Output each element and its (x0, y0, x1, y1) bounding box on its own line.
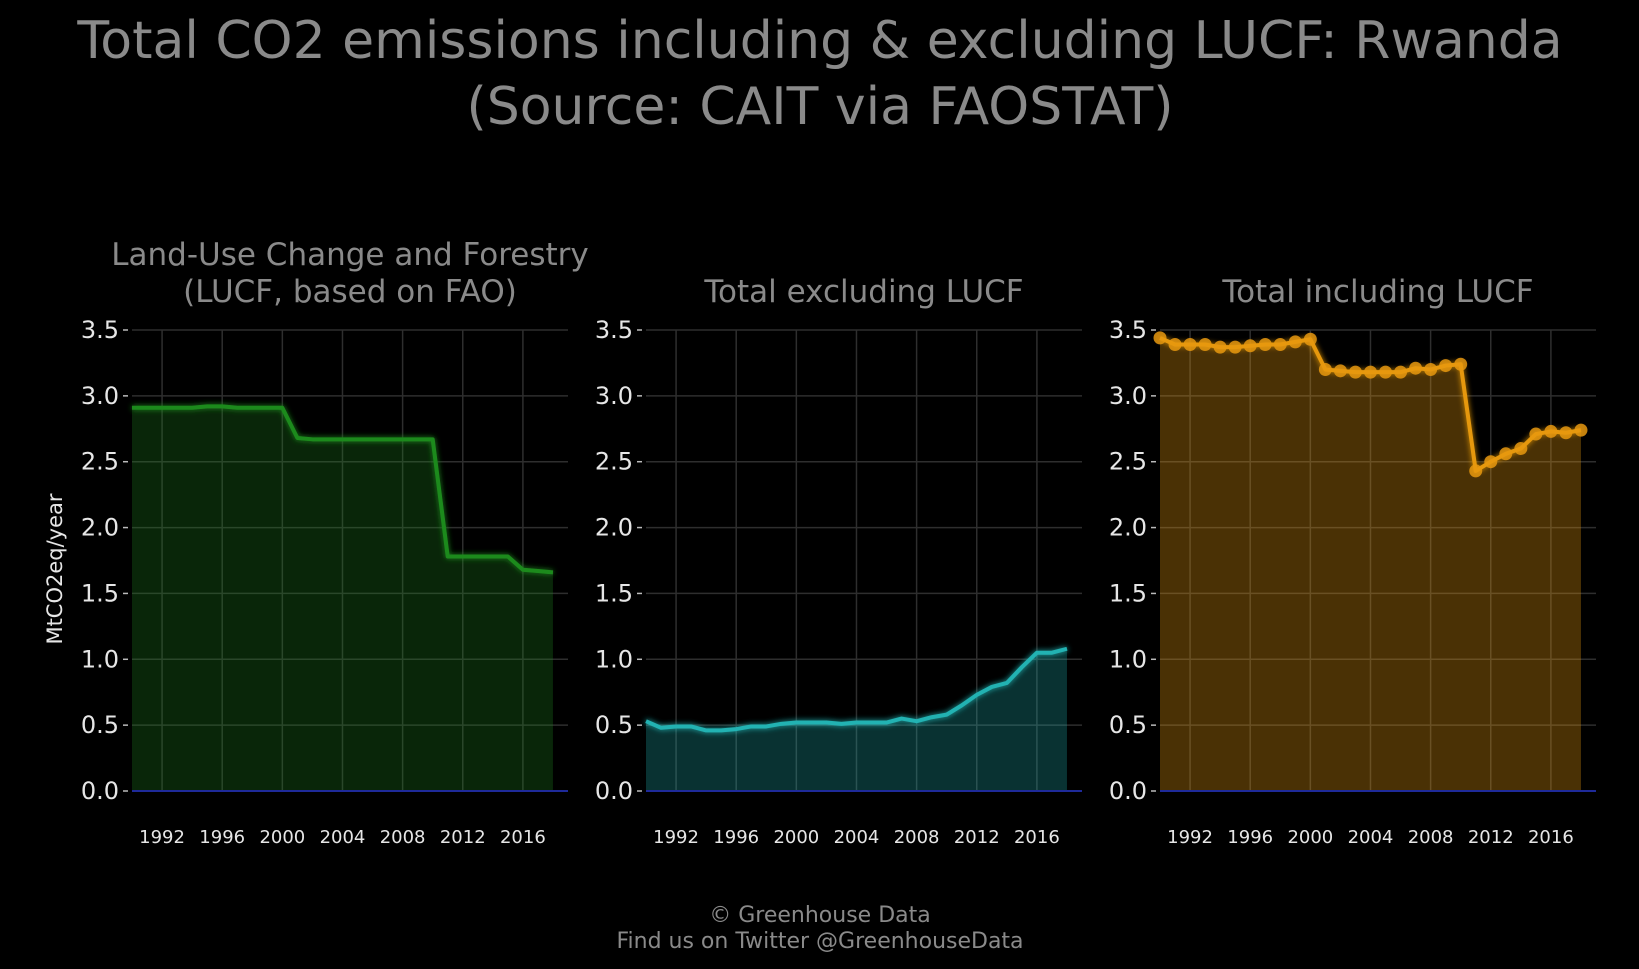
panel-title-line: Total excluding LUCF (703, 274, 1023, 310)
x-tick-label: 2008 (1408, 827, 1454, 848)
panel-lucf: Land-Use Change and Forestry(LUCF, based… (81, 237, 589, 848)
y-tick-label: 1.0 (595, 645, 633, 673)
data-point (1544, 424, 1558, 438)
y-tick-label: 0.5 (595, 711, 633, 739)
x-tick-label: 2012 (954, 827, 1000, 848)
x-tick-label: 1992 (139, 827, 185, 848)
x-tick-label: 2016 (1528, 827, 1574, 848)
y-tick-label: 2.0 (595, 514, 633, 542)
chart-title-line2: (Source: CAIT via FAOSTAT) (466, 77, 1173, 137)
x-tick-label: 2004 (320, 827, 366, 848)
data-point (1484, 455, 1498, 469)
x-tick-label: 2000 (773, 827, 819, 848)
x-tick-label: 2000 (1287, 827, 1333, 848)
data-point (1379, 365, 1393, 379)
y-tick-label: 0.5 (1109, 711, 1147, 739)
data-point (1288, 335, 1302, 349)
y-tick-label: 2.5 (81, 448, 119, 476)
data-point (1258, 337, 1272, 351)
y-tick-label: 3.5 (595, 316, 633, 344)
chart-title-line1: Total CO2 emissions including & excludin… (76, 11, 1562, 71)
data-point (1529, 427, 1543, 441)
data-point (1213, 340, 1227, 354)
panel-title-line: (LUCF, based on FAO) (183, 274, 517, 310)
y-tick-label: 0.0 (81, 777, 119, 805)
x-tick-label: 1996 (1227, 827, 1273, 848)
data-point (1228, 340, 1242, 354)
y-tick-label: 3.0 (1109, 382, 1147, 410)
data-point (1439, 359, 1453, 373)
series-line (645, 646, 1068, 733)
data-point (1318, 363, 1332, 377)
x-tick-label: 2004 (834, 827, 880, 848)
y-axis-label: MtCO2eq/year (43, 493, 67, 644)
y-tick-label: 0.0 (595, 777, 633, 805)
footer-twitter: Find us on Twitter @GreenhouseData (616, 929, 1023, 954)
data-point (1499, 447, 1513, 461)
data-point (1333, 364, 1347, 378)
data-point (1409, 361, 1423, 375)
data-point (1514, 442, 1528, 456)
y-tick-label: 1.5 (81, 579, 119, 607)
data-point (1559, 426, 1573, 440)
series-area (646, 648, 1067, 791)
y-tick-label: 3.0 (81, 382, 119, 410)
y-tick-label: 0.0 (1109, 777, 1147, 805)
y-tick-label: 1.5 (595, 579, 633, 607)
footer-copyright: © Greenhouse Data (709, 903, 930, 928)
data-point (1424, 363, 1438, 377)
x-tick-label: 2004 (1348, 827, 1394, 848)
x-tick-label: 1996 (713, 827, 759, 848)
panel-title-line: Total including LUCF (1221, 274, 1533, 310)
x-tick-label: 1992 (1167, 827, 1213, 848)
y-tick-label: 2.5 (1109, 448, 1147, 476)
y-tick-label: 1.0 (81, 645, 119, 673)
y-tick-label: 3.0 (595, 382, 633, 410)
data-point (1273, 337, 1287, 351)
y-tick-label: 2.0 (1109, 514, 1147, 542)
series-area (1160, 337, 1581, 791)
y-tick-label: 2.0 (81, 514, 119, 542)
data-point (1469, 464, 1483, 478)
x-tick-label: 1992 (653, 827, 699, 848)
x-tick-label: 2016 (500, 827, 546, 848)
data-point (1243, 339, 1257, 353)
y-tick-label: 3.5 (1109, 316, 1147, 344)
x-tick-label: 2012 (440, 827, 486, 848)
panel-total-excluding-lucf: Total excluding LUCF 0.0 0.5 1.0 1.5 2.0 2.5 3.… (595, 274, 1082, 848)
x-tick-label: 2008 (380, 827, 426, 848)
y-tick-label: 2.5 (595, 448, 633, 476)
data-point (1303, 332, 1317, 346)
panel-title-line: Land-Use Change and Forestry (111, 237, 589, 273)
series-line (132, 404, 554, 575)
data-point (1198, 337, 1212, 351)
y-tick-label: 3.5 (81, 316, 119, 344)
data-point (1574, 423, 1588, 437)
y-tick-label: 1.5 (1109, 579, 1147, 607)
x-tick-label: 2016 (1014, 827, 1060, 848)
y-tick-label: 1.0 (1109, 645, 1147, 673)
data-point (1153, 331, 1167, 345)
data-point (1363, 365, 1377, 379)
data-point (1348, 365, 1362, 379)
x-tick-label: 1996 (199, 827, 245, 848)
data-point (1394, 365, 1408, 379)
y-tick-label: 0.5 (81, 711, 119, 739)
data-point (1454, 357, 1468, 371)
data-point (1183, 337, 1197, 351)
data-point (1168, 337, 1182, 351)
series-area (132, 406, 553, 791)
panel-total-including-lucf: Total including LUCF 0.0 0.5 1.0 1.5 2.0 2.5 3.… (1109, 274, 1596, 848)
x-tick-label: 2008 (894, 827, 940, 848)
x-tick-label: 2012 (1468, 827, 1514, 848)
x-tick-label: 2000 (259, 827, 305, 848)
